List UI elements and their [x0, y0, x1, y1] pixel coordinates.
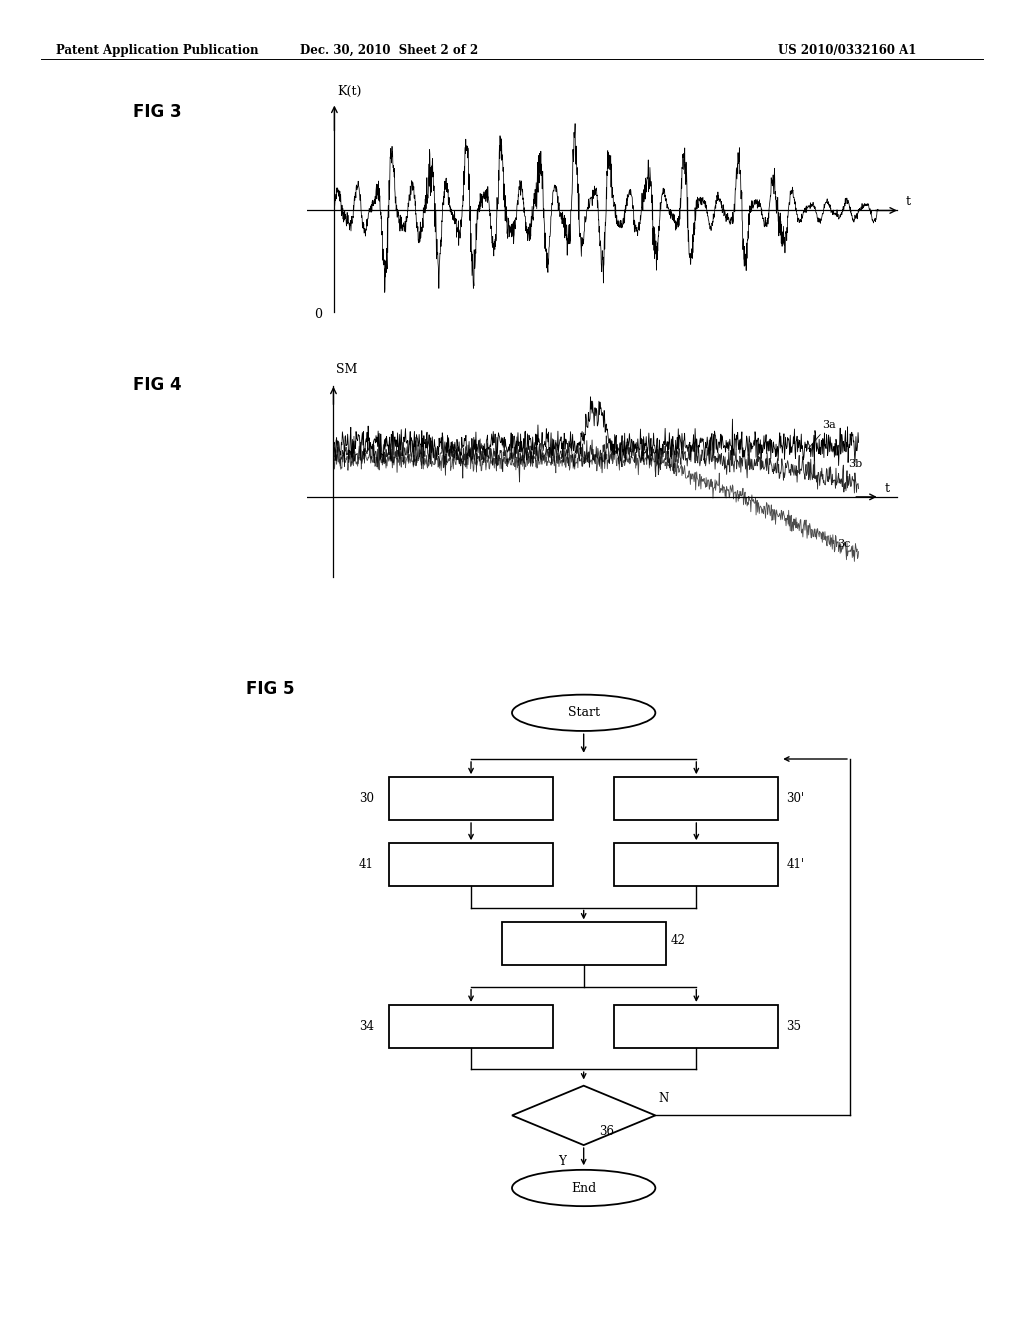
Text: t: t — [885, 482, 890, 495]
Bar — [614, 777, 778, 820]
Text: 3a: 3a — [808, 420, 836, 449]
Text: 34: 34 — [358, 1020, 374, 1032]
Text: SM: SM — [336, 363, 357, 376]
Bar — [389, 843, 553, 886]
Text: 30: 30 — [358, 792, 374, 805]
Text: US 2010/0332160 A1: US 2010/0332160 A1 — [778, 44, 916, 57]
Text: FIG 4: FIG 4 — [133, 376, 181, 395]
Text: Dec. 30, 2010  Sheet 2 of 2: Dec. 30, 2010 Sheet 2 of 2 — [300, 44, 478, 57]
Text: End: End — [571, 1181, 596, 1195]
Text: Start: Start — [567, 706, 600, 719]
Text: 42: 42 — [671, 935, 686, 946]
Bar — [389, 1005, 553, 1048]
Text: FIG 5: FIG 5 — [246, 680, 294, 698]
Text: 35: 35 — [786, 1020, 802, 1032]
Text: t: t — [905, 195, 910, 209]
Text: 0: 0 — [314, 309, 323, 321]
Text: Y: Y — [558, 1155, 566, 1168]
Text: Patent Application Publication: Patent Application Publication — [56, 44, 259, 57]
Ellipse shape — [512, 694, 655, 731]
Text: 3b: 3b — [848, 459, 862, 470]
Text: 41: 41 — [358, 858, 374, 871]
Text: K(t): K(t) — [337, 84, 361, 98]
Text: 3c: 3c — [838, 539, 851, 549]
Text: 30': 30' — [786, 792, 805, 805]
Bar — [614, 843, 778, 886]
Text: N: N — [658, 1093, 669, 1105]
Text: 36: 36 — [599, 1125, 614, 1138]
Bar — [502, 923, 666, 965]
Ellipse shape — [512, 1170, 655, 1206]
Polygon shape — [512, 1085, 655, 1144]
Text: 41': 41' — [786, 858, 805, 871]
Bar — [389, 777, 553, 820]
Text: FIG 3: FIG 3 — [133, 103, 181, 121]
Bar — [614, 1005, 778, 1048]
